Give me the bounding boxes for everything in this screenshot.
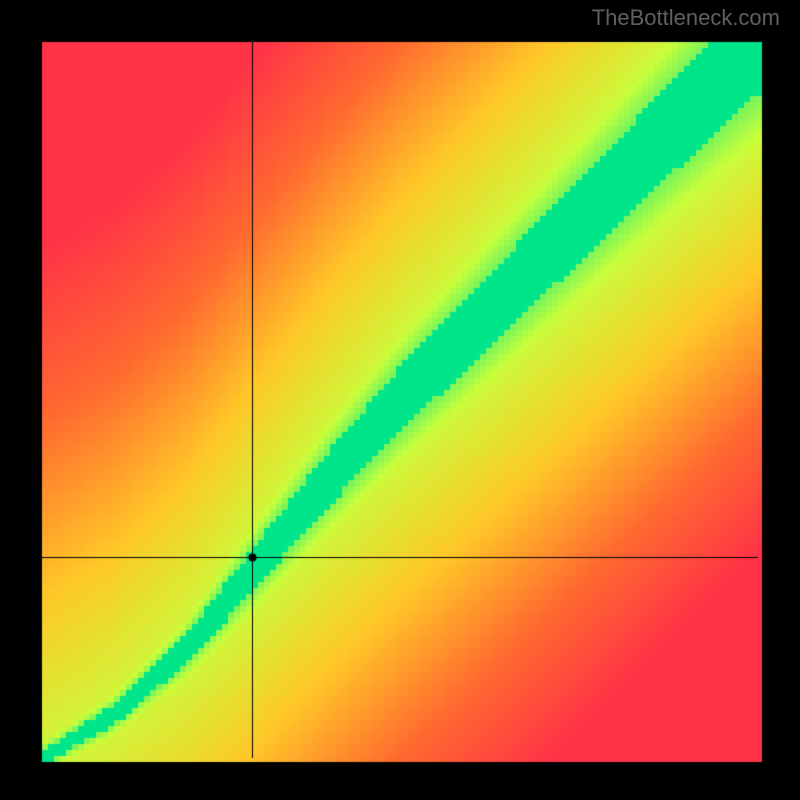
chart-container: TheBottleneck.com bbox=[0, 0, 800, 800]
bottleneck-heatmap bbox=[0, 0, 800, 800]
watermark-text: TheBottleneck.com bbox=[592, 5, 780, 31]
